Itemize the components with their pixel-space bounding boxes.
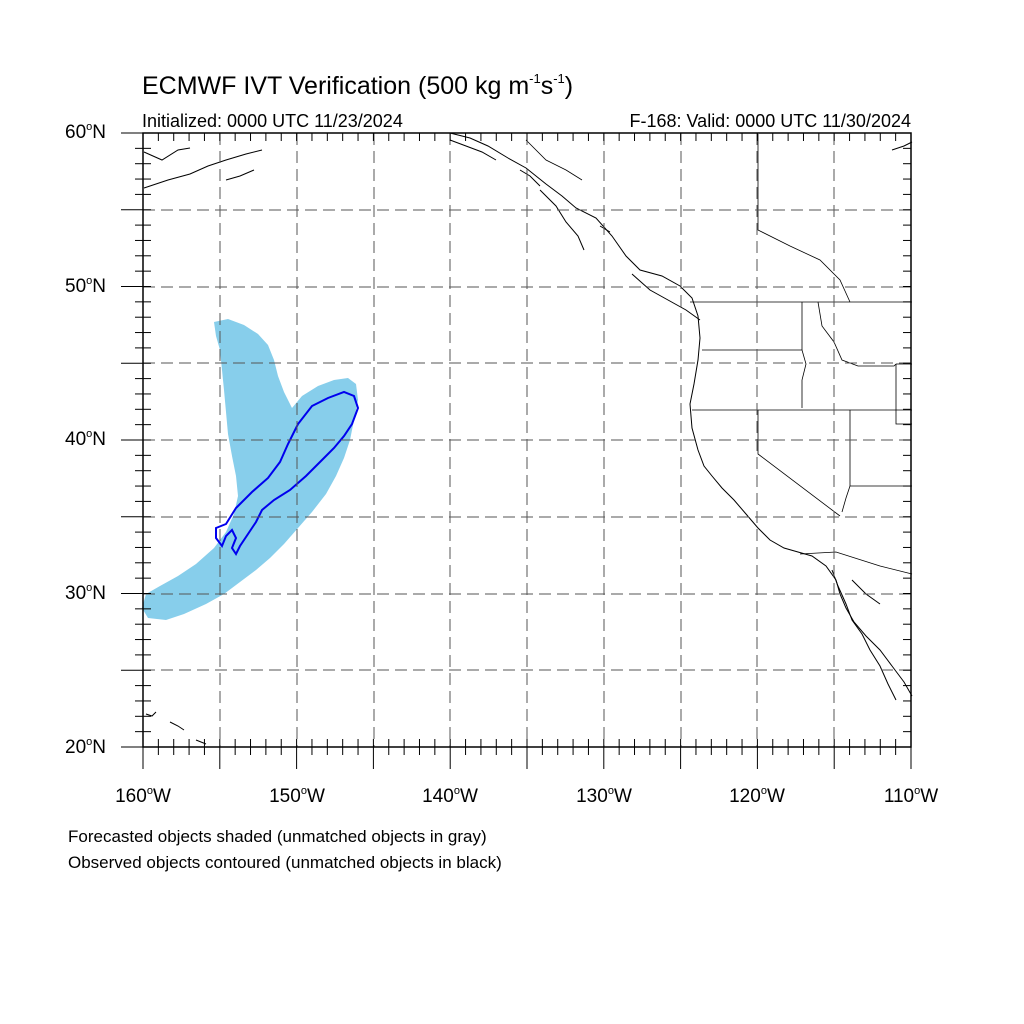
lon-label-130w: 130oW <box>576 785 632 807</box>
legend-observed-note: Observed objects contoured (unmatched ob… <box>68 853 502 872</box>
initialized-time: Initialized: 0000 UTC 11/23/2024 <box>142 111 403 131</box>
map-title: ECMWF IVT Verification (500 kg m-1s-1) <box>142 70 574 100</box>
axis-ticks <box>121 132 912 769</box>
lat-label-50: 50oN <box>65 275 106 297</box>
lon-label-120w: 120oW <box>729 785 785 807</box>
lon-label-160w: 160oW <box>115 785 171 807</box>
grid-lines <box>143 133 911 747</box>
lon-label-110w: 110oW <box>883 785 939 807</box>
lat-label-60: 60oN <box>65 121 106 143</box>
lat-label-20: 20oN <box>65 736 106 758</box>
lat-label-30: 30oN <box>65 582 106 604</box>
forecast-object <box>142 319 358 620</box>
legend-forecast-note: Forecasted objects shaded (unmatched obj… <box>68 827 487 846</box>
observed-object-contour <box>215 390 360 556</box>
coastlines <box>143 132 913 745</box>
valid-time: F-168: Valid: 0000 UTC 11/30/2024 <box>629 111 911 131</box>
lon-label-150w: 150oW <box>269 785 325 807</box>
lat-label-40: 40oN <box>65 428 106 450</box>
lon-label-140w: 140oW <box>422 785 478 807</box>
political-borders <box>525 134 913 575</box>
